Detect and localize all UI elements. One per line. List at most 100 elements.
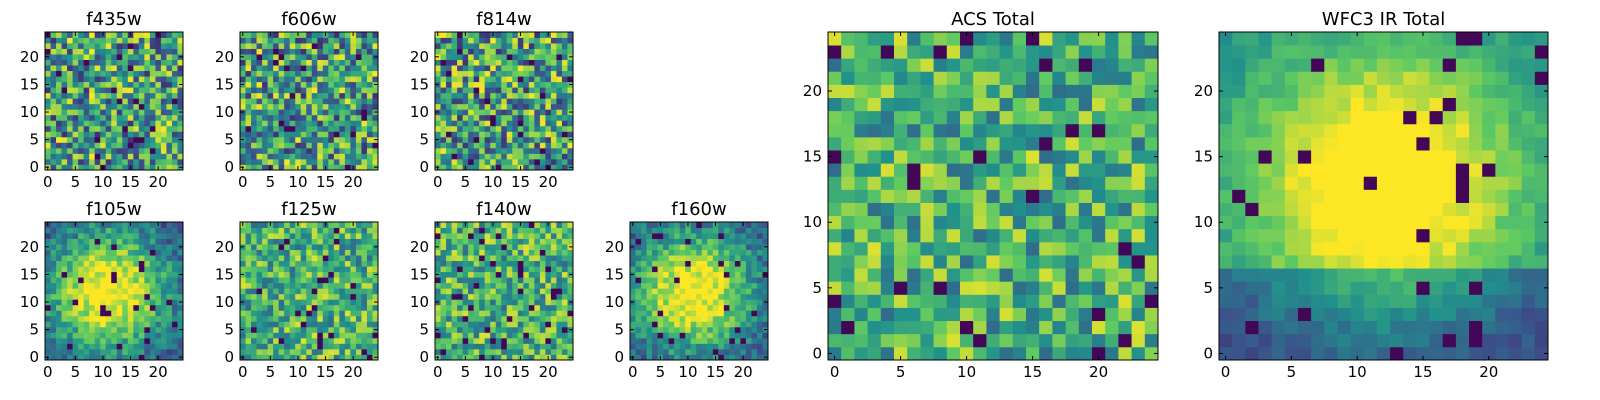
heatmap-cell [267,348,274,355]
heatmap-cell [350,315,357,322]
heatmap-cell [550,321,557,328]
heatmap-cell [696,332,703,339]
heatmap-cell [300,288,307,295]
heatmap-cell [973,320,987,335]
heatmap-cell [144,249,151,256]
heatmap-cell [556,238,563,245]
heatmap-cell [50,103,57,110]
heatmap-cell [333,238,340,245]
heatmap-cell [251,87,257,94]
heatmap-cell [751,222,758,228]
heatmap-cell [61,37,68,44]
heatmap-cell [245,271,252,278]
heatmap-cell [61,326,68,333]
heatmap-cell [83,125,90,132]
heatmap-cell [630,282,636,289]
heatmap-cell [440,142,447,149]
heatmap-cell [328,98,335,105]
heatmap-cell [289,222,296,228]
heatmap-cell [534,255,541,262]
heatmap-cell [50,136,57,143]
heatmap-cell [256,277,263,284]
heatmap-cell [517,332,524,339]
heatmap-cell [501,354,508,361]
heatmap-cell [61,343,68,350]
heatmap-cell [72,348,79,355]
heatmap-cell [322,260,329,267]
heatmap-cell [78,65,85,72]
heatmap-cell [545,109,552,116]
heatmap-cell [674,244,681,250]
heatmap-cell [100,109,107,116]
heatmap-cell [262,54,268,60]
heatmap-cell [138,249,145,256]
heatmap-cell [300,277,307,284]
heatmap-cell [446,315,452,322]
heatmap-cell [1144,346,1159,361]
heatmap-cell [350,43,357,49]
heatmap-cell [256,260,263,267]
heatmap-cell [920,281,934,295]
heatmap-cell [468,142,475,149]
heatmap-cell [435,147,441,154]
heatmap-cell [468,288,475,295]
panel-title: f140w [476,199,531,220]
heatmap-cell [111,271,118,278]
heatmap-cell [144,120,151,127]
heatmap-cell [306,142,313,149]
heatmap-cell [663,233,670,239]
heatmap-cell [94,244,101,250]
heatmap-cell [501,114,508,121]
heatmap-cell [295,65,302,72]
heatmap-cell [440,337,447,344]
heatmap-cell [295,158,302,165]
heatmap-cell [111,32,118,38]
heatmap-cell [177,43,184,49]
heatmap-cell [756,348,763,355]
heatmap-cell [67,125,73,132]
heatmap-cell [300,65,307,72]
heatmap-cell [528,233,535,239]
heatmap-cell [284,293,291,300]
heatmap-cell [45,238,51,245]
heatmap-cell [251,238,257,245]
heatmap-cell [155,337,162,344]
heatmap-cell [138,142,145,149]
heatmap-cell [317,131,324,138]
heatmap-cell [707,288,714,295]
heatmap-cell [306,65,313,72]
heatmap-cell [707,332,714,339]
heatmap-cell [512,293,519,300]
heatmap-cell [166,120,173,127]
heatmap-cell [89,70,96,77]
heatmap-cell [495,125,502,132]
heatmap-cell [630,343,636,350]
heatmap-cell [138,299,145,306]
heatmap-cell [133,304,140,311]
heatmap-cell [366,238,373,245]
heatmap-cell [446,326,452,333]
heatmap-cell [718,222,725,228]
heatmap-cell [278,304,285,311]
heatmap-cell [762,310,769,317]
heatmap-cell [144,255,151,262]
heatmap-cell [56,103,62,110]
heatmap-cell [155,131,162,138]
heatmap-cell [350,131,357,138]
heatmap-cell [657,321,664,328]
heatmap-cell [473,288,480,295]
heatmap-cell [933,255,948,269]
heatmap-cell [630,233,636,239]
heatmap-cell [78,81,85,88]
heatmap-cell [144,81,151,88]
heatmap-cell [105,65,112,72]
heatmap-cell [350,92,357,99]
heatmap-cell [361,92,368,99]
heatmap-cell [479,103,486,110]
heatmap-cell [674,310,681,317]
heatmap-cell [561,304,568,311]
heatmap-cell [284,348,291,355]
heatmap-cell [251,32,257,38]
heatmap-cell [122,70,129,77]
heatmap-cell [462,277,469,284]
